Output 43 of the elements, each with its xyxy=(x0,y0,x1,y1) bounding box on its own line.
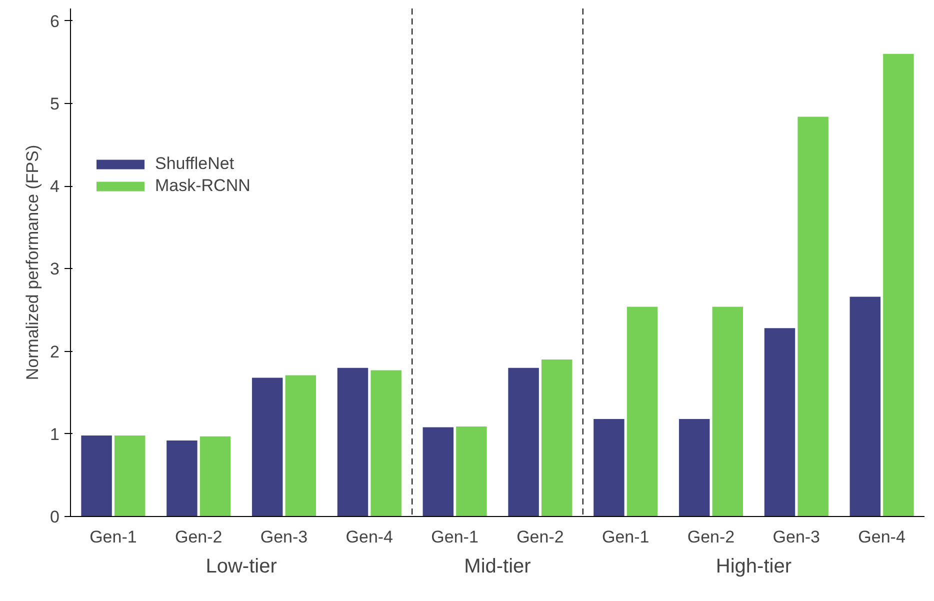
bar xyxy=(252,378,283,516)
bar xyxy=(114,436,146,516)
bar xyxy=(850,296,881,516)
y-axis-title: Normalized performance (FPS) xyxy=(23,144,42,380)
legend-label: Mask-RCNN xyxy=(155,176,250,196)
x-tick-label: Gen-4 xyxy=(346,528,394,546)
y-tick-label: 4 xyxy=(50,177,60,196)
y-tick-label: 6 xyxy=(50,12,60,31)
x-tick-label: Gen-3 xyxy=(260,528,308,546)
x-tick-label: Gen-2 xyxy=(516,528,564,546)
bar xyxy=(541,360,572,516)
x-tick-label: Gen-2 xyxy=(174,528,222,546)
bar xyxy=(883,54,914,516)
bar xyxy=(81,436,112,516)
y-tick-label: 2 xyxy=(50,342,60,362)
x-tick-label: Gen-3 xyxy=(772,528,820,546)
bar xyxy=(594,419,624,516)
bar xyxy=(200,436,231,516)
text: High-tier xyxy=(716,556,792,578)
x-tick-label: Gen-2 xyxy=(687,528,735,546)
text: Mid-tier xyxy=(464,556,532,578)
bar xyxy=(456,426,487,516)
legend-label: ShuffleNet xyxy=(155,154,234,174)
bar xyxy=(422,427,454,516)
bar xyxy=(798,116,828,516)
bar xyxy=(166,440,198,516)
bar xyxy=(337,368,368,516)
y-tick-label: 3 xyxy=(50,260,60,279)
bar xyxy=(712,306,744,516)
x-tick-label: Gen-1 xyxy=(90,528,137,546)
y-tick-label: 1 xyxy=(50,424,60,444)
text: Low-tier xyxy=(206,556,278,578)
y-tick-label: 5 xyxy=(50,94,60,114)
x-tick-label: Gen-4 xyxy=(858,528,906,546)
bar xyxy=(626,306,658,516)
bar xyxy=(285,375,316,516)
bar xyxy=(370,370,402,516)
y-tick-label: 0 xyxy=(50,508,60,526)
bar xyxy=(508,368,539,516)
x-tick-label: Gen-1 xyxy=(431,528,478,546)
bar xyxy=(764,328,796,516)
bar xyxy=(678,419,710,516)
x-tick-label: Gen-1 xyxy=(602,528,650,546)
